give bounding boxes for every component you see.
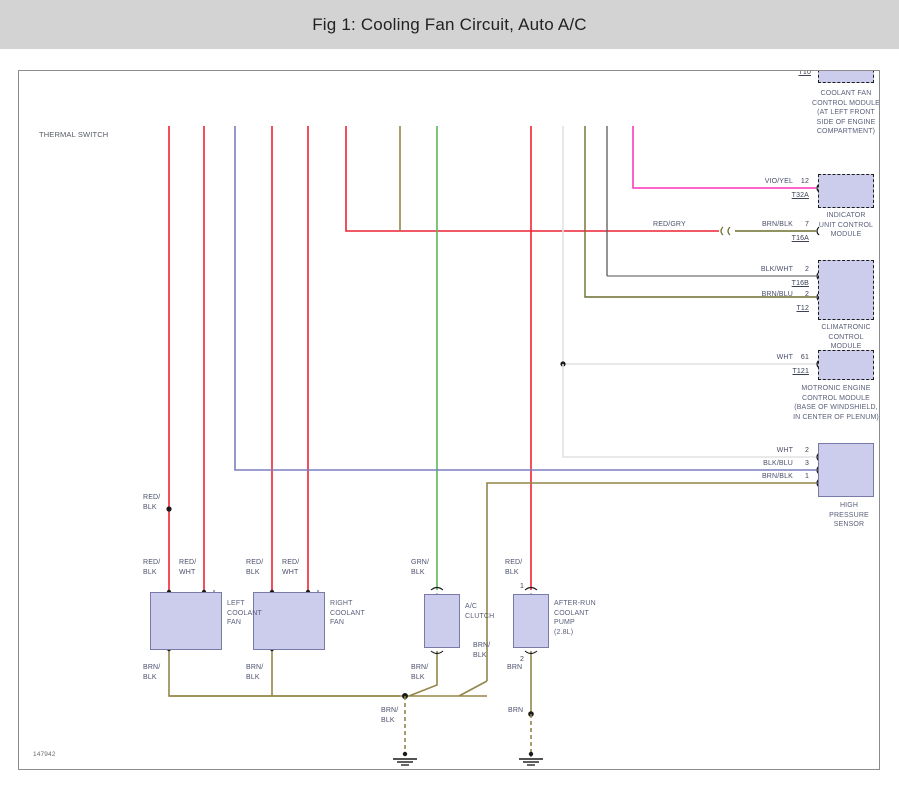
hps-pin1-wire-label: BRN/BLK bbox=[761, 473, 793, 480]
climatronic-pin2a-number: 2 bbox=[804, 266, 809, 273]
high-pressure-sensor-box[interactable] bbox=[818, 443, 874, 497]
hps-pin3-wire-label: BLK/BLU bbox=[763, 460, 793, 467]
indicator-unit-control-module-caption: INDICATOR UNIT CONTROL MODULE bbox=[818, 212, 874, 238]
coolant-fan-control-module-caption: COOLANT FAN CONTROL MODULE (AT LEFT FRON… bbox=[812, 90, 880, 135]
right-coolant-fan-box[interactable] bbox=[253, 592, 325, 650]
left-fan-out-wire: BRN/ BLK bbox=[143, 664, 161, 681]
motronic-connector: T121 bbox=[792, 368, 809, 375]
indicator-unit-pin-number: 12 bbox=[800, 178, 809, 185]
g100-id: G100 bbox=[365, 769, 445, 770]
splice-arrows-red-gry bbox=[720, 226, 731, 236]
climatronic-pin7-number: 7 bbox=[804, 221, 809, 228]
left-coolant-fan-caption: LEFT COOLANT FAN bbox=[227, 600, 262, 626]
ground-symbol-g100 bbox=[393, 751, 417, 766]
coolant-fan-control-module-connector: T10 bbox=[798, 70, 811, 76]
wire-brn-blk-right-branch bbox=[458, 680, 488, 697]
pump-out-wire: BRN bbox=[507, 664, 523, 671]
wire-brn-blu-t12 bbox=[584, 126, 816, 298]
ac-clutch-caption: A/C CLUTCH bbox=[465, 603, 495, 620]
after-run-coolant-pump-caption: AFTER-RUN COOLANT PUMP (2.8L) bbox=[554, 600, 596, 636]
indicator-unit-control-module-box[interactable] bbox=[818, 174, 874, 208]
climatronic-pin2a-wire-label: BLK/WHT bbox=[760, 266, 793, 273]
motronic-engine-control-module-caption: MOTRONIC ENGINE CONTROL MODULE (BASE OF … bbox=[793, 385, 879, 421]
diagram-id-number: 147942 bbox=[33, 751, 56, 758]
after-run-coolant-pump-box[interactable] bbox=[513, 594, 549, 648]
brn-blk-right-label: BRN/ BLK bbox=[473, 642, 491, 659]
climatronic-control-module-caption: CLIMATRONIC CONTROL MODULE bbox=[821, 324, 871, 350]
climatronic-pin2b-connector: T12 bbox=[796, 305, 809, 312]
climatronic-pin2b-number: 2 bbox=[804, 291, 809, 298]
left-fan-in-wire-2: RED/ WHT bbox=[179, 559, 197, 576]
figure-header: Fig 1: Cooling Fan Circuit, Auto A/C bbox=[0, 0, 899, 49]
climatronic-pin2b-wire-label: BRN/BLU bbox=[761, 291, 793, 298]
coolant-fan-control-module-box[interactable] bbox=[818, 71, 874, 83]
wire-blk-blu-hps bbox=[234, 126, 816, 471]
wire-brn-blk-left-fan-out bbox=[168, 651, 400, 697]
thermal-switch-label: THERMAL SWITCH bbox=[39, 130, 109, 139]
wire-vio-yel-t32a bbox=[632, 126, 816, 189]
ac-clutch-box[interactable] bbox=[424, 594, 460, 648]
wire-red-gry bbox=[345, 126, 719, 232]
motronic-pin-number: 61 bbox=[800, 354, 809, 361]
hps-pin1-number: 1 bbox=[804, 473, 809, 480]
wire-brn-blk-hps bbox=[486, 482, 816, 681]
climatronic-pin2a-connector: T16B bbox=[791, 280, 809, 287]
right-fan-in-wire-2: RED/ WHT bbox=[282, 559, 300, 576]
red-blk-upper-label: RED/ BLK bbox=[143, 494, 161, 511]
right-fan-out-wire: BRN/ BLK bbox=[246, 664, 264, 681]
splice-dot-red-blk-left bbox=[166, 506, 172, 512]
wire-brn-blk-ac-clutch-out bbox=[408, 651, 438, 697]
wire-wht-t121 bbox=[562, 126, 816, 365]
ac-clutch-in-wire: GRN/ BLK bbox=[411, 559, 430, 576]
wiring-diagram: THERMAL SWITCH 147942 T10 COOLANT FAN CO… bbox=[18, 70, 880, 770]
motronic-engine-control-module-box[interactable] bbox=[818, 350, 874, 380]
ground-symbol-g121 bbox=[519, 751, 543, 766]
climatronic-control-module-box[interactable] bbox=[818, 260, 874, 320]
climatronic-pin7-wire-label: BRN/BLK bbox=[761, 221, 793, 228]
right-coolant-fan-caption: RIGHT COOLANT FAN bbox=[330, 600, 365, 626]
indicator-unit-wire-label: VIO/YEL bbox=[764, 178, 793, 185]
wiring-svg bbox=[159, 126, 820, 766]
indicator-unit-connector: T32A bbox=[791, 192, 809, 199]
red-gry-label: RED/GRY bbox=[653, 221, 686, 228]
hps-pin2-number: 2 bbox=[804, 447, 809, 454]
pump-in-wire: RED/ BLK bbox=[505, 559, 523, 576]
left-coolant-fan-box[interactable] bbox=[150, 592, 222, 650]
diagram-canvas: THERMAL SWITCH 147942 T10 COOLANT FAN CO… bbox=[0, 49, 899, 792]
climatronic-pin7-connector: T16A bbox=[791, 235, 809, 242]
motronic-wire-label: WHT bbox=[776, 354, 793, 361]
g121-id: G121 bbox=[481, 769, 581, 770]
g100-wire-label: BRN/ BLK bbox=[381, 707, 399, 724]
g121-wire-label: BRN bbox=[508, 707, 524, 714]
right-fan-in-wire-1: RED/ BLK bbox=[246, 559, 264, 576]
left-fan-in-wire-1: RED/ BLK bbox=[143, 559, 161, 576]
high-pressure-sensor-caption: HIGH PRESSURE SENSOR bbox=[829, 502, 869, 528]
page-title: Fig 1: Cooling Fan Circuit, Auto A/C bbox=[312, 14, 587, 34]
ac-clutch-out-wire: BRN/ BLK bbox=[411, 664, 429, 681]
hps-pin3-number: 3 bbox=[804, 460, 809, 467]
hps-pin2-wire-label: WHT bbox=[776, 447, 793, 454]
pump-out-pin: 2 bbox=[520, 656, 525, 663]
wire-wht-hps bbox=[562, 364, 816, 458]
pump-in-pin: 1 bbox=[520, 583, 525, 590]
